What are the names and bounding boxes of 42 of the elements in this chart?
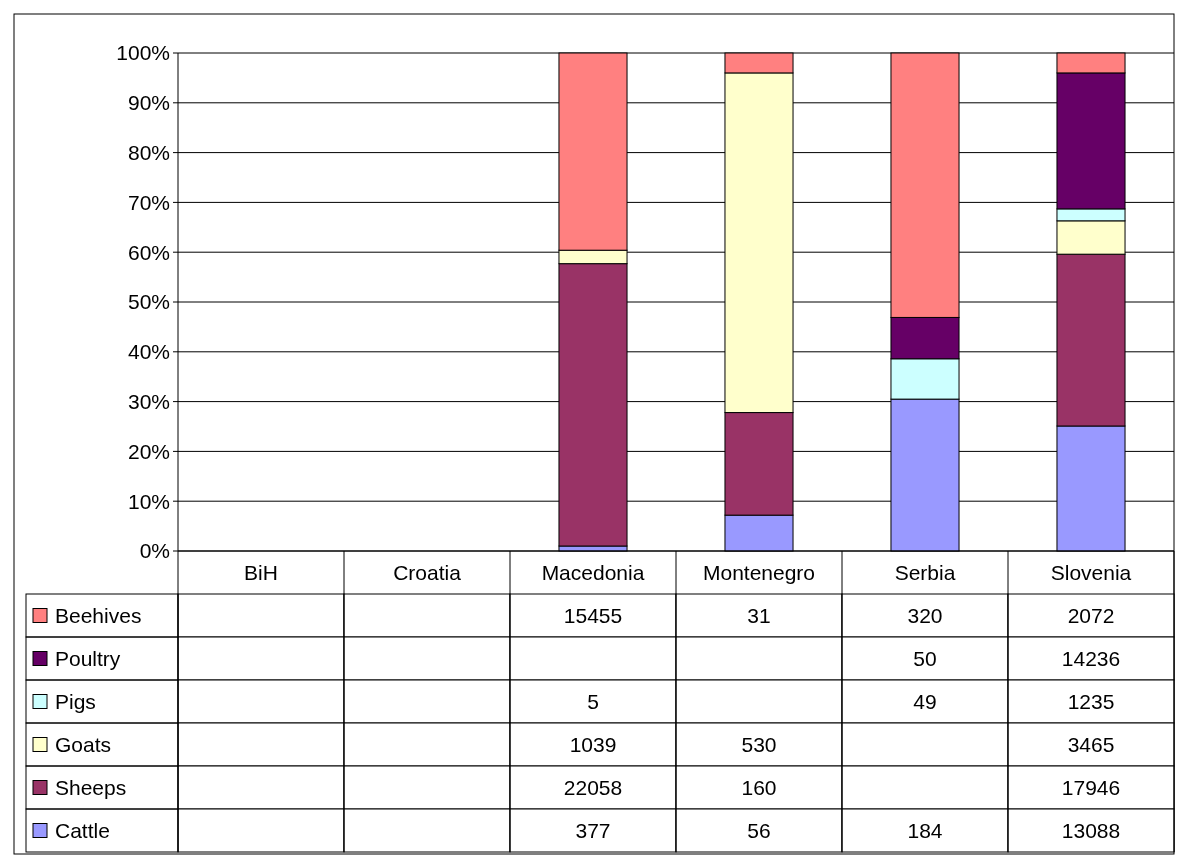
data-label: 1235 [1067,689,1115,713]
data-label: 22058 [563,775,623,799]
x-tick-label: Slovenia [1050,560,1132,584]
x-tick-label: Montenegro [702,560,816,584]
x-tick-label: BiH [244,560,278,584]
data-label: 13088 [1061,818,1121,842]
y-tick-label: 80% [127,140,170,164]
data-label: 184 [907,818,943,842]
x-tick-label: Croatia [393,560,462,584]
y-tick-label: 60% [127,240,170,264]
data-label: 17946 [1061,775,1121,799]
y-tick-label: 20% [127,439,170,463]
data-label: 1039 [569,732,617,756]
y-tick-label: 90% [127,91,170,115]
legend-label: Goats [55,732,112,756]
y-tick-label: 40% [127,340,170,364]
data-label: 377 [575,818,611,842]
x-tick-label: Macedonia [541,560,645,584]
legend-label: Poultry [55,646,121,670]
data-label: 49 [913,689,937,713]
legend-label: Sheeps [55,775,127,799]
data-label: 3465 [1067,732,1115,756]
y-tick-label: 100% [116,41,170,65]
legend-label: Beehives [55,603,142,627]
data-label: 15455 [563,603,623,627]
data-label: 56 [747,818,771,842]
data-label: 320 [907,603,943,627]
legend-label: Pigs [55,689,96,713]
data-label: 160 [741,775,777,799]
data-label: 5 [587,689,599,713]
data-label: 2072 [1067,603,1115,627]
legend-label: Cattle [55,818,110,842]
y-tick-label: 30% [127,389,170,413]
y-tick-label: 0% [139,539,170,563]
data-label: 31 [747,603,771,627]
y-tick-label: 10% [127,489,170,513]
data-label: 530 [741,732,777,756]
x-tick-label: Serbia [894,560,956,584]
y-tick-label: 70% [127,190,170,214]
y-tick-label: 50% [127,290,170,314]
data-label: 50 [913,646,937,670]
data-label: 14236 [1061,646,1121,670]
